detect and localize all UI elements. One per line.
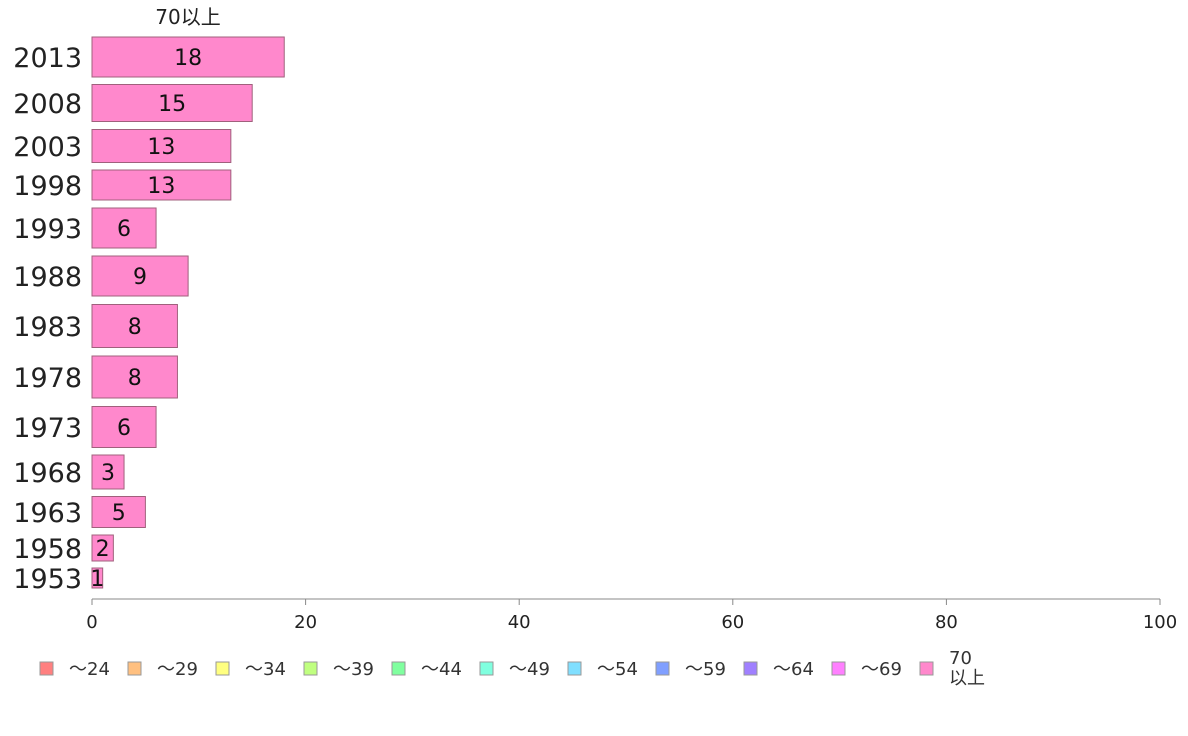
legend: ～24 ～29 ～34 ～39 ～44 ～49 ～54 ～59 ～64 ～69 70 以上 (39, 648, 985, 689)
legend-swatch-6 (567, 661, 582, 676)
bar-1988-series-10 (91, 255, 189, 297)
data-label-1983: 8 (128, 315, 142, 340)
chart-title: 70以上 (155, 5, 220, 29)
y-tick-label-1963: 1963 (13, 498, 82, 529)
y-tick-label-1953: 1953 (13, 564, 82, 595)
data-label-1953: 1 (90, 567, 104, 592)
legend-label-4: ～44 (421, 659, 462, 680)
y-tick-label-2003: 2003 (13, 132, 82, 163)
legend-label-3: ～39 (333, 659, 374, 680)
y-tick-label-2013: 2013 (13, 43, 82, 74)
y-tick-label-1988: 1988 (13, 262, 82, 293)
data-label-2013: 18 (174, 46, 202, 71)
data-label-2008: 15 (158, 92, 186, 117)
data-label-1988: 9 (133, 265, 147, 290)
bar-1953-series-10 (91, 567, 104, 589)
legend-label-1: ～29 (157, 659, 198, 680)
x-tick-label-40: 40 (508, 612, 531, 633)
legend-swatch-1 (127, 661, 142, 676)
legend-swatch-8 (743, 661, 758, 676)
legend-label-7: ～59 (685, 659, 726, 680)
legend-label-9: ～69 (861, 659, 902, 680)
bar-1973-series-10 (91, 406, 157, 448)
legend-label-0: ～24 (69, 659, 110, 680)
legend-label-10: 70 以上 (949, 648, 985, 689)
x-tick-label-60: 60 (721, 612, 744, 633)
data-label-1998: 13 (147, 174, 175, 199)
data-label-1978: 8 (128, 366, 142, 391)
legend-swatch-0 (39, 661, 54, 676)
legend-label-2: ～34 (245, 659, 286, 680)
data-label-1968: 3 (101, 461, 115, 486)
bar-1993-series-10 (91, 207, 157, 249)
y-tick-label-1998: 1998 (13, 171, 82, 202)
legend-swatch-7 (655, 661, 670, 676)
bar-1958-series-10 (91, 534, 114, 562)
data-label-1963: 5 (112, 501, 126, 526)
x-tick-label-0: 0 (86, 612, 97, 633)
legend-label-6: ～54 (597, 659, 638, 680)
y-tick-label-1993: 1993 (13, 214, 82, 245)
bar-2008-series-10 (91, 84, 253, 122)
legend-swatch-3 (303, 661, 318, 676)
bar-2013-series-10 (91, 36, 285, 78)
bar-1998-series-10 (91, 169, 232, 201)
x-tick-label-100: 100 (1143, 612, 1177, 633)
bar-2003-series-10 (91, 129, 232, 163)
legend-swatch-9 (831, 661, 846, 676)
bar-1978-series-10 (91, 355, 178, 399)
data-label-2003: 13 (147, 135, 175, 160)
y-tick-label-1968: 1968 (13, 458, 82, 489)
legend-swatch-4 (391, 661, 406, 676)
x-axis: 0 20 40 60 80 100 (86, 598, 1177, 633)
x-tick-label-20: 20 (294, 612, 317, 633)
legend-swatch-5 (479, 661, 494, 676)
y-tick-label-1978: 1978 (13, 363, 82, 394)
x-tick-label-80: 80 (935, 612, 958, 633)
legend-swatch-2 (215, 661, 230, 676)
data-label-1973: 6 (117, 416, 131, 441)
data-label-1993: 6 (117, 217, 131, 242)
data-label-1958: 2 (96, 537, 110, 562)
legend-label-8: ～64 (773, 659, 814, 680)
y-tick-label-1973: 1973 (13, 413, 82, 444)
bar-1983-series-10 (91, 304, 178, 348)
y-tick-label-1983: 1983 (13, 312, 82, 343)
bar-1968-series-10 (91, 454, 125, 490)
y-tick-label-2008: 2008 (13, 89, 82, 120)
y-tick-label-1958: 1958 (13, 534, 82, 565)
legend-swatch-10 (919, 661, 934, 676)
bar-1963-series-10 (91, 496, 146, 528)
legend-label-5: ～49 (509, 659, 550, 680)
